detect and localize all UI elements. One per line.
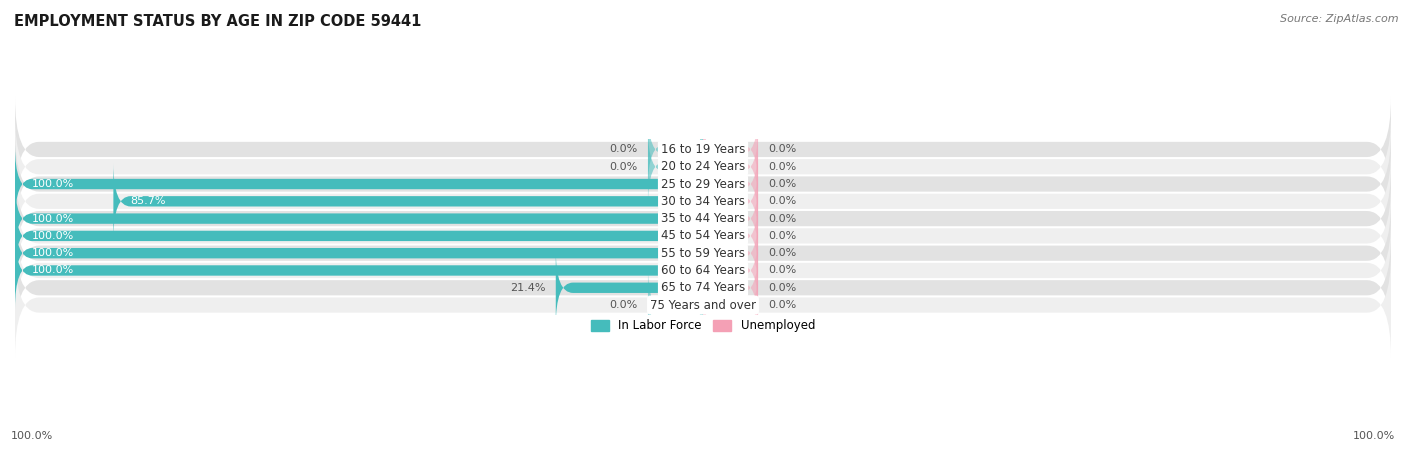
FancyBboxPatch shape: [15, 97, 1391, 202]
FancyBboxPatch shape: [555, 250, 703, 326]
FancyBboxPatch shape: [15, 148, 1391, 254]
Text: 100.0%: 100.0%: [1353, 431, 1395, 441]
Text: 100.0%: 100.0%: [32, 179, 75, 189]
FancyBboxPatch shape: [15, 233, 703, 309]
FancyBboxPatch shape: [703, 129, 758, 205]
FancyBboxPatch shape: [648, 112, 703, 188]
Text: 85.7%: 85.7%: [131, 196, 166, 206]
FancyBboxPatch shape: [648, 267, 703, 343]
FancyBboxPatch shape: [703, 180, 758, 256]
FancyBboxPatch shape: [703, 233, 758, 309]
Text: 0.0%: 0.0%: [768, 266, 797, 275]
Text: 45 to 54 Years: 45 to 54 Years: [661, 230, 745, 243]
FancyBboxPatch shape: [703, 198, 758, 274]
Text: 0.0%: 0.0%: [768, 162, 797, 172]
Text: 100.0%: 100.0%: [32, 248, 75, 258]
FancyBboxPatch shape: [15, 217, 1391, 324]
FancyBboxPatch shape: [15, 198, 703, 274]
FancyBboxPatch shape: [703, 163, 758, 239]
Text: 16 to 19 Years: 16 to 19 Years: [661, 143, 745, 156]
FancyBboxPatch shape: [15, 215, 703, 291]
Text: 0.0%: 0.0%: [768, 248, 797, 258]
FancyBboxPatch shape: [648, 129, 703, 205]
Text: 0.0%: 0.0%: [609, 144, 638, 154]
FancyBboxPatch shape: [703, 250, 758, 326]
Text: 65 to 74 Years: 65 to 74 Years: [661, 281, 745, 294]
Text: 25 to 29 Years: 25 to 29 Years: [661, 177, 745, 190]
Text: 0.0%: 0.0%: [768, 214, 797, 224]
Text: 0.0%: 0.0%: [768, 231, 797, 241]
FancyBboxPatch shape: [114, 163, 703, 239]
FancyBboxPatch shape: [15, 166, 1391, 271]
Text: 20 to 24 Years: 20 to 24 Years: [661, 160, 745, 173]
FancyBboxPatch shape: [15, 146, 703, 222]
Text: 30 to 34 Years: 30 to 34 Years: [661, 195, 745, 208]
Text: 75 Years and over: 75 Years and over: [650, 298, 756, 311]
Text: 100.0%: 100.0%: [32, 214, 75, 224]
Text: 0.0%: 0.0%: [768, 283, 797, 293]
Text: 0.0%: 0.0%: [609, 162, 638, 172]
FancyBboxPatch shape: [703, 215, 758, 291]
Text: 0.0%: 0.0%: [768, 179, 797, 189]
Text: 60 to 64 Years: 60 to 64 Years: [661, 264, 745, 277]
FancyBboxPatch shape: [15, 180, 703, 256]
Text: EMPLOYMENT STATUS BY AGE IN ZIP CODE 59441: EMPLOYMENT STATUS BY AGE IN ZIP CODE 594…: [14, 14, 422, 28]
FancyBboxPatch shape: [703, 112, 758, 188]
Text: 0.0%: 0.0%: [609, 300, 638, 310]
Text: 0.0%: 0.0%: [768, 300, 797, 310]
FancyBboxPatch shape: [15, 235, 1391, 341]
Text: 21.4%: 21.4%: [510, 283, 546, 293]
FancyBboxPatch shape: [15, 131, 1391, 237]
Text: 55 to 59 Years: 55 to 59 Years: [661, 247, 745, 260]
Text: 100.0%: 100.0%: [32, 231, 75, 241]
Legend: In Labor Force, Unemployed: In Labor Force, Unemployed: [591, 320, 815, 333]
FancyBboxPatch shape: [15, 114, 1391, 220]
Text: Source: ZipAtlas.com: Source: ZipAtlas.com: [1281, 14, 1399, 23]
Text: 100.0%: 100.0%: [32, 266, 75, 275]
FancyBboxPatch shape: [703, 146, 758, 222]
FancyBboxPatch shape: [15, 200, 1391, 306]
Text: 35 to 44 Years: 35 to 44 Years: [661, 212, 745, 225]
FancyBboxPatch shape: [15, 183, 1391, 289]
Text: 0.0%: 0.0%: [768, 144, 797, 154]
Text: 100.0%: 100.0%: [11, 431, 53, 441]
FancyBboxPatch shape: [15, 252, 1391, 358]
FancyBboxPatch shape: [703, 267, 758, 343]
Text: 0.0%: 0.0%: [768, 196, 797, 206]
